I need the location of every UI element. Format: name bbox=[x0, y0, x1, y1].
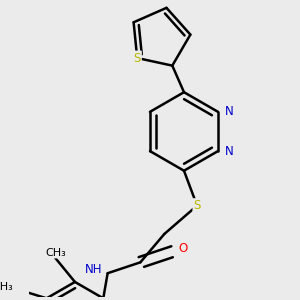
Text: NH: NH bbox=[85, 263, 102, 277]
Text: S: S bbox=[194, 199, 201, 212]
Text: N: N bbox=[224, 145, 233, 158]
Text: N: N bbox=[224, 105, 233, 118]
Text: O: O bbox=[178, 242, 188, 255]
Text: CH₃: CH₃ bbox=[45, 248, 66, 257]
Text: S: S bbox=[134, 52, 141, 64]
Text: CH₃: CH₃ bbox=[0, 282, 13, 292]
